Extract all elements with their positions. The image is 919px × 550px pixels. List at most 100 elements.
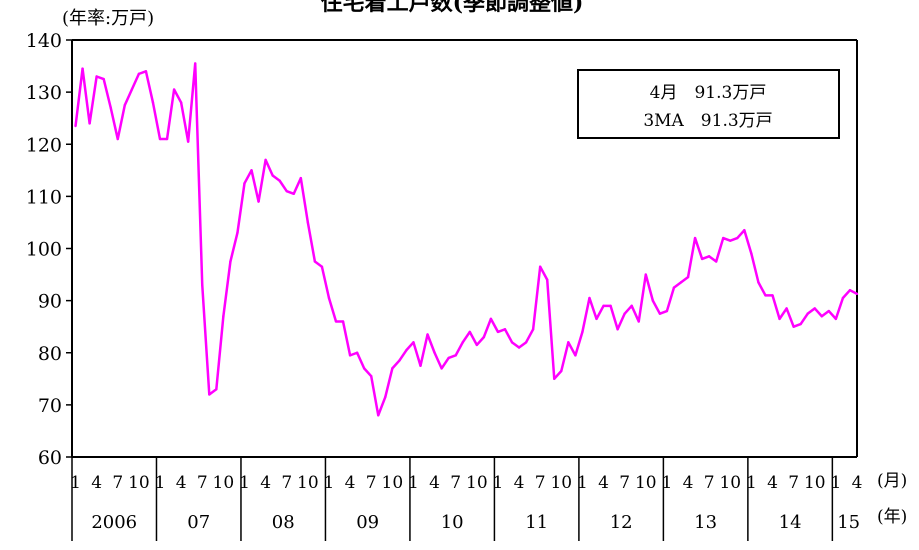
data-point [827, 309, 831, 313]
x-month-label: 10 [382, 473, 404, 493]
x-month-label: 7 [619, 473, 630, 493]
data-point [194, 62, 197, 65]
data-point [454, 354, 457, 357]
data-point [531, 328, 535, 331]
data-point [637, 320, 640, 323]
data-point [419, 364, 422, 367]
data-point [792, 325, 795, 328]
data-point [236, 231, 239, 235]
data-point [510, 341, 514, 344]
legend-line-1: 4月 91.3万戸 [650, 83, 767, 103]
data-point [285, 189, 288, 193]
data-point [186, 140, 190, 143]
data-point [137, 72, 141, 76]
data-point [447, 356, 450, 360]
data-point [426, 333, 429, 336]
data-point [855, 292, 859, 296]
data-point [208, 393, 211, 396]
x-month-label: 4 [852, 473, 863, 493]
data-point [109, 106, 112, 109]
legend-frame [577, 69, 840, 139]
data-point [391, 367, 394, 370]
data-point [546, 278, 549, 281]
x-month-label: 10 [804, 473, 826, 493]
data-point [700, 257, 704, 261]
data-point [257, 200, 260, 203]
x-month-label: 1 [830, 473, 841, 493]
data-point [489, 317, 493, 321]
data-point [665, 309, 669, 313]
data-point [271, 174, 274, 177]
x-year-label: 13 [694, 512, 717, 533]
data-point [341, 320, 345, 323]
data-point [517, 346, 521, 349]
data-point [405, 348, 408, 352]
data-point [482, 335, 486, 339]
data-point [102, 77, 105, 81]
x-month-label: 1 [70, 473, 81, 493]
data-point [355, 351, 359, 354]
data-point [581, 330, 584, 334]
series-line-housing-starts [74, 62, 858, 417]
data-point [813, 307, 816, 310]
data-point [461, 341, 464, 344]
data-point [707, 255, 711, 258]
y-tick-label: 120 [26, 134, 62, 156]
x-month-label: 1 [239, 473, 250, 493]
data-point [750, 252, 753, 255]
x-month-label: 4 [176, 473, 187, 493]
data-point [377, 414, 380, 417]
legend-line-2: 3MA 91.3万戸 [643, 111, 772, 131]
x-month-label: 10 [719, 473, 741, 493]
data-point [623, 312, 626, 315]
x-month-label: 1 [493, 473, 504, 493]
y-tick-label: 100 [26, 239, 62, 261]
data-point [785, 307, 788, 310]
data-point [799, 322, 802, 326]
x-month-label: 4 [91, 473, 102, 493]
data-point [278, 179, 281, 182]
data-point [229, 260, 232, 263]
data-point [496, 330, 500, 334]
data-point [264, 158, 267, 162]
x-month-label: 10 [297, 473, 319, 493]
data-point [398, 359, 401, 362]
data-point [729, 239, 732, 242]
data-point [778, 317, 781, 321]
data-point [806, 312, 809, 315]
x-month-label: 4 [260, 473, 271, 493]
data-point [433, 351, 436, 354]
x-year-label: 08 [272, 512, 295, 533]
x-month-label: 4 [429, 473, 440, 493]
data-point [362, 367, 366, 370]
x-month-label: 10 [550, 473, 572, 493]
data-point [468, 330, 471, 334]
x-year-label: 14 [779, 512, 802, 533]
x-unit-year: (年) [877, 507, 907, 527]
x-month-label: 10 [466, 473, 488, 493]
data-point [201, 283, 204, 287]
data-point [130, 88, 134, 91]
y-tick-label: 140 [26, 30, 62, 52]
data-point [348, 354, 352, 357]
x-month-label: 7 [535, 473, 546, 493]
data-point [370, 375, 373, 378]
x-month-label: 4 [345, 473, 356, 493]
data-point [848, 289, 852, 292]
series-layer [74, 62, 859, 417]
data-point [771, 294, 774, 297]
x-month-label: 1 [324, 473, 335, 493]
data-point [299, 176, 303, 180]
x-year-label: 12 [610, 512, 633, 533]
data-point [616, 328, 619, 331]
data-point [81, 67, 84, 70]
data-point [250, 169, 253, 172]
data-point [595, 317, 598, 321]
data-point [475, 343, 479, 347]
data-point [567, 341, 570, 344]
y-tick-label: 90 [38, 291, 62, 313]
x-month-label: 4 [514, 473, 525, 493]
data-point [757, 281, 760, 284]
